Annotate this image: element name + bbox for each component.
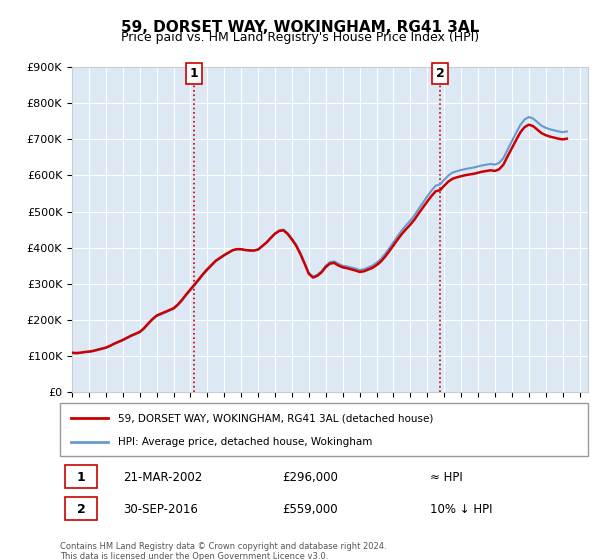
Text: Price paid vs. HM Land Registry's House Price Index (HPI): Price paid vs. HM Land Registry's House … [121,31,479,44]
Text: 1: 1 [77,470,85,484]
FancyBboxPatch shape [65,497,97,520]
Text: Contains HM Land Registry data © Crown copyright and database right 2024.
This d: Contains HM Land Registry data © Crown c… [60,542,386,560]
Text: ≈ HPI: ≈ HPI [430,470,463,484]
Text: 2: 2 [77,503,85,516]
Text: 59, DORSET WAY, WOKINGHAM, RG41 3AL: 59, DORSET WAY, WOKINGHAM, RG41 3AL [121,20,479,35]
Text: 21-MAR-2002: 21-MAR-2002 [124,470,203,484]
Text: 59, DORSET WAY, WOKINGHAM, RG41 3AL (detached house): 59, DORSET WAY, WOKINGHAM, RG41 3AL (det… [118,413,433,423]
Text: 1: 1 [190,67,199,80]
FancyBboxPatch shape [60,403,588,456]
Text: 10% ↓ HPI: 10% ↓ HPI [430,503,492,516]
Text: £296,000: £296,000 [282,470,338,484]
Text: HPI: Average price, detached house, Wokingham: HPI: Average price, detached house, Woki… [118,436,373,446]
FancyBboxPatch shape [65,465,97,488]
Text: £559,000: £559,000 [282,503,337,516]
Text: 30-SEP-2016: 30-SEP-2016 [124,503,198,516]
Text: 2: 2 [436,67,445,80]
